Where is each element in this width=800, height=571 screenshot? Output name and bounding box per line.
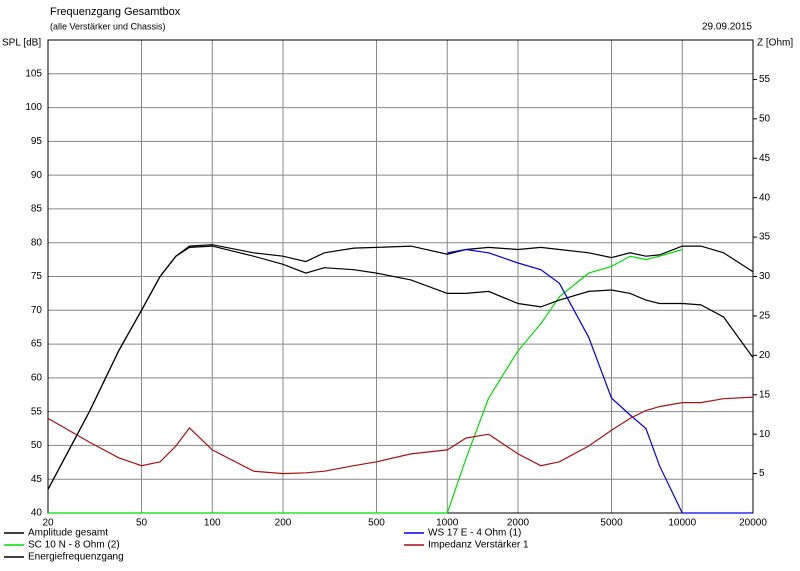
x-tick-label: 10000 xyxy=(668,518,696,529)
y-tick-label: 90 xyxy=(31,170,43,181)
y2-tick-label: 5 xyxy=(759,468,765,479)
x-tick-label: 20 xyxy=(42,518,54,529)
x-tick-label: 500 xyxy=(368,518,385,529)
y2-tick-label: 50 xyxy=(759,113,771,124)
y2-tick-label: 20 xyxy=(759,350,771,361)
y-tick-label: 95 xyxy=(31,136,43,147)
y-tick-label: 75 xyxy=(31,271,43,282)
x-tick-label: 100 xyxy=(204,518,221,529)
y2-tick-label: 25 xyxy=(759,311,771,322)
y-tick-label: 85 xyxy=(31,204,43,215)
legend-label: Energiefrequenzgang xyxy=(28,552,124,563)
y2-tick-label: 45 xyxy=(759,153,771,164)
y-tick-label: 60 xyxy=(31,372,43,383)
y-tick-label: 105 xyxy=(25,68,42,79)
y2-tick-label: 10 xyxy=(759,429,771,440)
y-tick-label: 70 xyxy=(31,305,43,316)
chart-date: 29.09.2015 xyxy=(702,22,752,33)
y-tick-label: 50 xyxy=(31,440,43,451)
series-line xyxy=(47,245,754,490)
x-tick-label: 5000 xyxy=(600,518,623,529)
y-tick-label: 45 xyxy=(31,474,43,485)
series-line xyxy=(48,248,683,514)
y2-tick-label: 30 xyxy=(759,271,771,282)
y-tick-label: 40 xyxy=(31,508,43,519)
y-tick-label: 55 xyxy=(31,406,43,417)
legend-label: Amplitude gesamt xyxy=(28,528,108,539)
legend-label: SC 10 N - 8 Ohm (2) xyxy=(28,540,120,551)
legend-label: Impedanz Verstärker 1 xyxy=(428,540,529,551)
legend-label: WS 17 E - 4 Ohm (1) xyxy=(428,528,521,539)
chart-title: Frequenzgang Gesamtbox xyxy=(50,6,181,18)
y-tick-label: 80 xyxy=(31,237,43,248)
chart-subtitle: (alle Verstärker und Chassis) xyxy=(50,21,166,31)
x-tick-label: 20000 xyxy=(739,518,767,529)
y2-axis-label: Z [Ohm] xyxy=(757,38,793,49)
y2-tick-label: 15 xyxy=(759,389,771,400)
y-axis-label: SPL [dB] xyxy=(2,38,41,49)
series-line xyxy=(47,396,754,475)
y2-tick-label: 35 xyxy=(759,232,771,243)
y2-tick-label: 40 xyxy=(759,192,771,203)
x-tick-label: 200 xyxy=(275,518,292,529)
series-line xyxy=(447,248,753,514)
y-tick-label: 65 xyxy=(31,339,43,350)
x-tick-label: 50 xyxy=(136,518,148,529)
y2-tick-label: 55 xyxy=(759,74,771,85)
x-tick-label: 1000 xyxy=(436,518,459,529)
x-tick-label: 2000 xyxy=(507,518,530,529)
y-tick-label: 100 xyxy=(25,102,42,113)
